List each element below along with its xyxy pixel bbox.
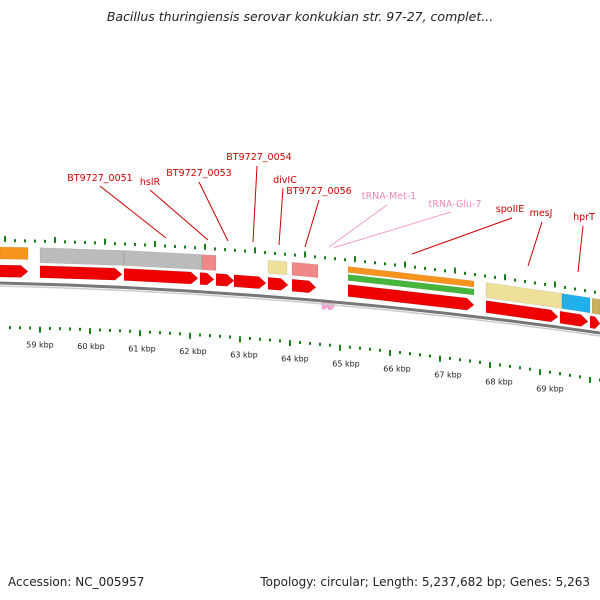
- leader-line: [332, 211, 452, 249]
- kbp-tick-label: 66 kbp: [383, 365, 411, 374]
- label-leader-lines: [99, 165, 584, 273]
- leader-line: [527, 221, 543, 267]
- gene-label-trna-glu-7[interactable]: tRNA-Glu-7: [429, 199, 482, 210]
- lower-tick-track: [9, 326, 600, 383]
- cds-arrow: [589, 315, 600, 329]
- feature-block-orange: [0, 246, 29, 260]
- gene-label-bt9727-0051[interactable]: BT9727_0051: [67, 173, 132, 184]
- map-title: Bacillus thuringiensis serovar konkukian…: [106, 9, 494, 24]
- feature-block-pink: [291, 262, 319, 278]
- leader-line: [278, 187, 284, 246]
- leader-line: [252, 165, 258, 243]
- kbp-tick-label: 68 kbp: [485, 377, 513, 386]
- cds-arrow: [215, 273, 235, 287]
- cds-arrow: [39, 265, 123, 281]
- cds-arrow: [233, 274, 267, 289]
- cds-arrow: [347, 284, 475, 311]
- feature-block-gray: [39, 247, 125, 266]
- upper-tick-track: [4, 236, 596, 294]
- cds-arrow: [267, 277, 289, 291]
- feature-block-cyan: [561, 293, 591, 314]
- gene-label-bt9727-0056[interactable]: BT9727_0056: [286, 186, 351, 197]
- kbp-tick-label: 60 kbp: [77, 342, 105, 351]
- backbone-shadow: [0, 285, 600, 337]
- kbp-tick-label: 65 kbp: [332, 359, 360, 368]
- accession-text: Accession: NC_005957: [8, 575, 145, 589]
- gene-label-divic[interactable]: divIC: [273, 175, 297, 186]
- gene-label-spoiie[interactable]: spoIIE: [496, 204, 524, 215]
- cds-arrow: [0, 264, 29, 278]
- gene-label-mesj[interactable]: mesJ: [530, 208, 553, 219]
- kbp-tick-label: 62 kbp: [179, 347, 207, 356]
- gene-label-hslr[interactable]: hslR: [140, 177, 161, 188]
- kbp-tick-label: 61 kbp: [128, 344, 156, 353]
- leader-line: [149, 189, 209, 241]
- cds-arrow: [291, 279, 317, 294]
- cds-arrow: [199, 272, 215, 286]
- cds-arrow: [123, 268, 199, 285]
- feature-block-green: [347, 274, 475, 296]
- kbp-tick-label: 69 kbp: [536, 385, 564, 394]
- kbp-tick-label: 63 kbp: [230, 350, 258, 359]
- feature-block-khaki: [267, 260, 288, 276]
- leader-line: [198, 181, 229, 242]
- feature-labels: BT9727_0051 hslR BT9727_0053 BT9727_0054div…: [67, 152, 595, 223]
- cds-arrow: [559, 310, 589, 327]
- gene-label-trna-met-1[interactable]: tRNA-Met-1: [362, 191, 416, 202]
- gene-label-hprt[interactable]: hprT: [573, 212, 595, 223]
- feature-block-olive: [591, 297, 600, 315]
- feature-block-pink: [201, 254, 217, 271]
- leader-line: [577, 225, 584, 273]
- leader-line: [411, 217, 513, 255]
- kbp-tick-label: 64 kbp: [281, 355, 309, 364]
- feature-track: [0, 246, 600, 329]
- kbp-scale-labels: 59 kbp 60 kbp 61 kbp 62 kbp 63 kbp 64 kbp 65 k…: [26, 341, 564, 394]
- gene-label-bt9727-0054[interactable]: BT9727_0054: [226, 152, 291, 163]
- feature-block-gray: [123, 250, 203, 270]
- backbone-line: [0, 281, 600, 335]
- cds-arrow: [485, 300, 559, 323]
- gene-label-bt9727-0053[interactable]: BT9727_0053: [166, 168, 231, 179]
- kbp-tick-label: 59 kbp: [26, 341, 54, 350]
- leader-line: [99, 185, 167, 239]
- leader-line: [328, 204, 388, 248]
- kbp-tick-label: 67 kbp: [434, 371, 462, 380]
- genome-summary-text: Topology: circular; Length: 5,237,682 bp…: [260, 575, 590, 589]
- leader-line: [304, 199, 320, 248]
- feature-block-orange: [347, 266, 475, 288]
